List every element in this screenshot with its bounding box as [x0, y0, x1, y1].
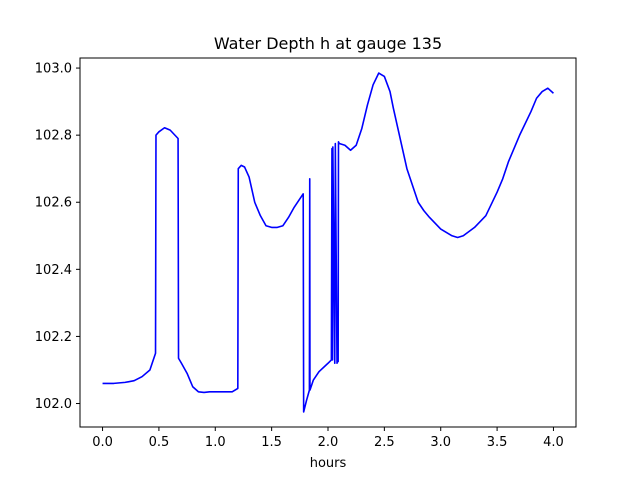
x-tick-label: 0.5 [149, 435, 170, 450]
chart-title: Water Depth h at gauge 135 [214, 34, 442, 53]
y-axis: 102.0 102.2 102.4 102.6 102.8 103.0 [35, 62, 80, 412]
x-tick-label: 1.0 [205, 435, 226, 450]
x-axis-label: hours [310, 456, 347, 471]
y-tick-label: 102.4 [35, 263, 72, 278]
x-tick-label: 3.0 [430, 435, 451, 450]
series-line [102, 72, 554, 413]
x-tick-label: 2.5 [374, 435, 395, 450]
plot-area [102, 72, 554, 413]
plot-frame [79, 57, 577, 428]
x-tick-label: 1.5 [261, 435, 282, 450]
x-axis: 0.0 0.5 1.0 1.5 2.0 2.5 3.0 3.5 4.0 [92, 427, 564, 450]
x-tick-label: 3.5 [487, 435, 508, 450]
y-tick-label: 102.8 [35, 129, 72, 144]
x-tick-label: 0.0 [92, 435, 113, 450]
y-tick-label: 103.0 [35, 62, 72, 77]
y-tick-label: 102.0 [35, 397, 72, 412]
y-tick-label: 102.2 [35, 330, 72, 345]
x-tick-label: 4.0 [543, 435, 564, 450]
y-tick-label: 102.6 [35, 196, 72, 211]
x-tick-label: 2.0 [318, 435, 339, 450]
